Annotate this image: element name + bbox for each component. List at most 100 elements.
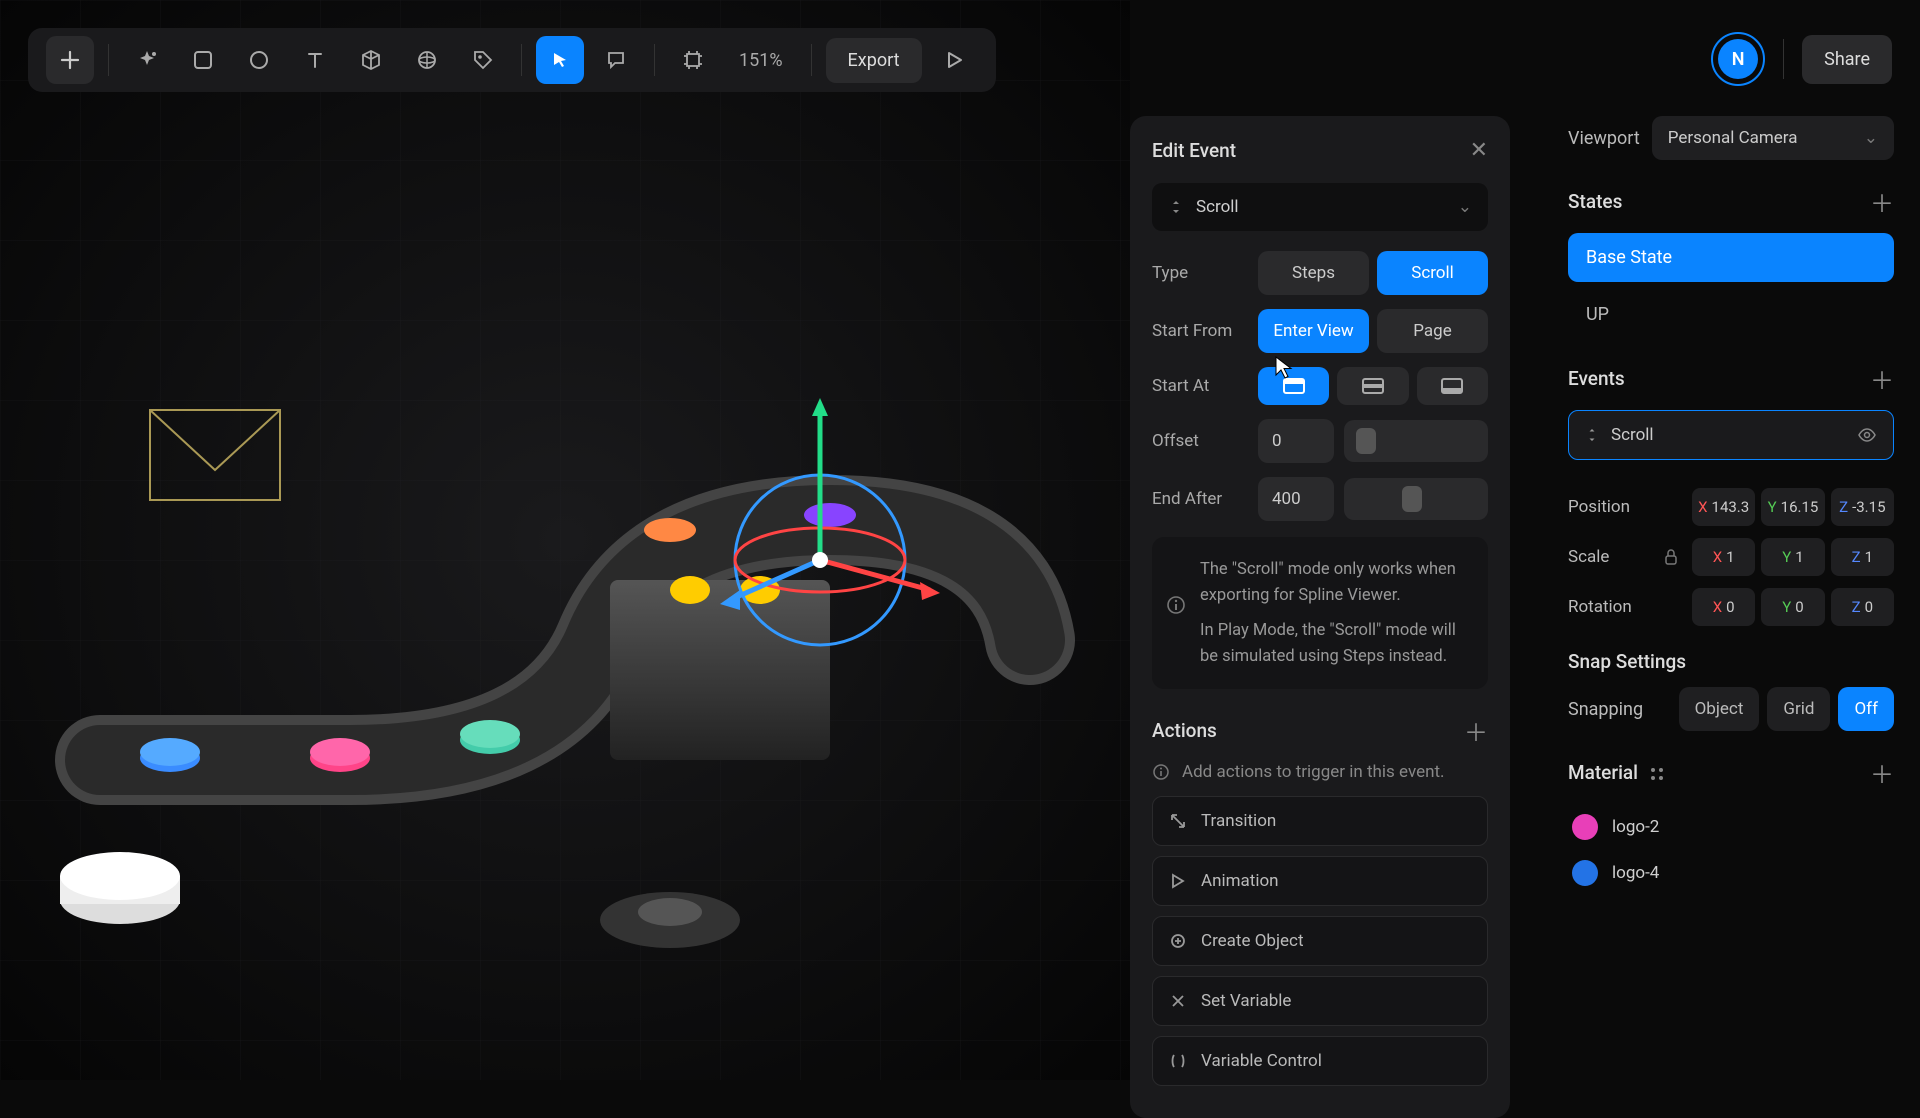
chevron-down-icon: ⌄ [1864,128,1878,148]
transition-icon [1169,812,1187,830]
tag-tool-icon[interactable] [459,36,507,84]
edit-event-panel: Edit Event ✕ Scroll ⌄ Type Steps Scroll … [1130,116,1510,1118]
action-create-object[interactable]: Create Object [1152,916,1488,966]
viewport-label: Viewport [1568,128,1640,149]
scale-label: Scale [1568,547,1658,567]
export-button[interactable]: Export [826,38,922,83]
action-transition[interactable]: Transition [1152,796,1488,846]
scale-x[interactable]: X1 [1692,538,1755,576]
toolbar-divider [521,44,522,76]
divider [1783,39,1784,79]
material-row[interactable]: logo-4 [1568,850,1894,896]
type-label: Type [1152,263,1248,283]
avatar-initial: N [1718,39,1758,79]
add-material-icon[interactable]: ＋ [1870,755,1894,790]
event-scroll[interactable]: Scroll [1568,410,1894,460]
info-line-2: In Play Mode, the "Scroll" mode will be … [1200,618,1470,669]
rotation-label: Rotation [1568,597,1658,617]
startat-bottom-icon[interactable] [1417,367,1488,405]
variable-control-icon [1169,1052,1187,1070]
text-tool-icon[interactable] [291,36,339,84]
set-variable-icon [1169,992,1187,1010]
startat-middle-icon[interactable] [1337,367,1408,405]
action-variable-control[interactable]: Variable Control [1152,1036,1488,1086]
states-title: States [1568,190,1622,213]
create-object-icon [1169,932,1187,950]
scroll-icon [1168,199,1184,215]
type-steps-button[interactable]: Steps [1258,251,1369,295]
action-animation[interactable]: Animation [1152,856,1488,906]
scale-y[interactable]: Y1 [1761,538,1824,576]
inspector-panel: Viewport Personal Camera ⌄ States ＋ Base… [1542,116,1920,1076]
trigger-value: Scroll [1196,197,1239,217]
add-action-icon[interactable]: ＋ [1464,713,1488,748]
actions-hint: Add actions to trigger in this event. [1152,762,1488,782]
snap-title: Snap Settings [1568,650,1686,673]
select-tool-icon[interactable] [536,36,584,84]
position-y[interactable]: Y16.15 [1761,488,1824,526]
position-x[interactable]: X143.3 [1692,488,1755,526]
share-button[interactable]: Share [1802,35,1892,84]
toolbar-divider [654,44,655,76]
sphere-tool-icon[interactable] [403,36,451,84]
info-icon [1152,763,1170,781]
slider-thumb[interactable] [1356,428,1376,454]
endafter-value[interactable]: 400 [1258,477,1334,521]
action-set-variable[interactable]: Set Variable [1152,976,1488,1026]
comment-tool-icon[interactable] [592,36,640,84]
type-scroll-button[interactable]: Scroll [1377,251,1488,295]
startat-label: Start At [1152,376,1248,396]
offset-slider[interactable] [1344,420,1488,462]
scale-z[interactable]: Z1 [1831,538,1894,576]
visibility-icon[interactable] [1857,428,1877,442]
top-right-controls: N Share [1711,32,1892,86]
snap-grid-button[interactable]: Grid [1767,687,1830,731]
position-z[interactable]: Z-3.15 [1831,488,1894,526]
cube-tool-icon[interactable] [347,36,395,84]
offset-label: Offset [1152,431,1248,451]
material-grid-icon [1649,766,1665,782]
lock-icon[interactable] [1664,549,1686,565]
rotation-z[interactable]: Z0 [1831,588,1894,626]
startfrom-enterview-button[interactable]: Enter View [1258,309,1369,353]
rotation-y[interactable]: Y0 [1761,588,1824,626]
circle-tool-icon[interactable] [235,36,283,84]
zoom-level[interactable]: 151% [725,50,797,71]
startat-top-icon[interactable] [1258,367,1329,405]
snap-object-button[interactable]: Object [1679,687,1760,731]
state-up[interactable]: UP [1568,292,1894,337]
close-icon[interactable]: ✕ [1470,138,1488,163]
offset-value[interactable]: 0 [1258,419,1334,463]
trigger-dropdown[interactable]: Scroll ⌄ [1152,183,1488,231]
info-icon [1166,595,1186,615]
material-swatch [1572,814,1598,840]
slider-thumb[interactable] [1402,486,1422,512]
add-state-icon[interactable]: ＋ [1870,184,1894,219]
ai-tool-icon[interactable] [123,36,171,84]
add-button[interactable] [46,36,94,84]
endafter-slider[interactable] [1344,478,1488,520]
rectangle-tool-icon[interactable] [179,36,227,84]
viewport-canvas[interactable] [0,0,1130,1080]
snap-off-button[interactable]: Off [1838,687,1894,731]
play-button-icon[interactable] [930,36,978,84]
scroll-icon [1585,428,1599,442]
material-name: logo-2 [1612,817,1659,837]
state-base[interactable]: Base State [1568,233,1894,282]
user-avatar[interactable]: N [1711,32,1765,86]
transform-gizmo[interactable] [690,390,950,650]
animation-icon [1169,872,1187,890]
rotation-x[interactable]: X0 [1692,588,1755,626]
endafter-label: End After [1152,489,1248,509]
startfrom-page-button[interactable]: Page [1377,309,1488,353]
top-toolbar: 151% Export [28,28,996,92]
viewport-dropdown[interactable]: Personal Camera ⌄ [1652,116,1894,160]
startfrom-label: Start From [1152,321,1248,341]
material-row[interactable]: logo-2 [1568,804,1894,850]
events-title: Events [1568,367,1625,390]
actions-title: Actions [1152,719,1217,742]
snapping-label: Snapping [1568,699,1643,720]
frame-tool-icon[interactable] [669,36,717,84]
add-event-icon[interactable]: ＋ [1870,361,1894,396]
material-title: Material [1568,761,1665,784]
